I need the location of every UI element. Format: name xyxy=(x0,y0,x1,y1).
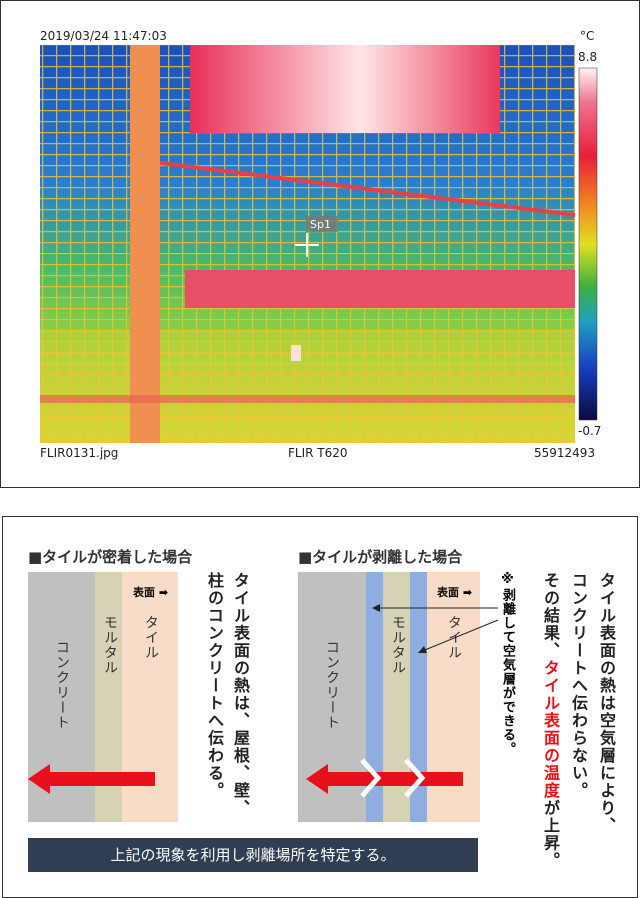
unit: °C xyxy=(580,29,595,43)
surface-label: 表面 ➡ xyxy=(133,586,169,599)
right-text-3: その結果、タイル表面の温度が上昇。 xyxy=(538,572,562,870)
diagram-overlay xyxy=(306,604,499,798)
concrete-label: コンクリート xyxy=(324,640,340,730)
mortar-label: モルタル xyxy=(390,615,406,675)
camera: FLIR T620 xyxy=(288,446,348,460)
tile-label: タイル xyxy=(143,615,159,660)
right-title: ■タイルが剥離した場合 xyxy=(298,548,463,566)
mortar-label: モルタル xyxy=(102,615,118,675)
right-text-1: タイル表面の熱は空気層により、 xyxy=(597,572,616,835)
air-layer xyxy=(410,572,427,822)
surface-text: 表面 xyxy=(437,586,459,599)
scale-max: 8.8 xyxy=(578,50,598,64)
air-layer xyxy=(366,572,383,822)
left-title: ■タイルが密着した場合 xyxy=(28,548,193,566)
left-text-2: 柱のコンクリートへ伝わる。 xyxy=(205,572,224,800)
surface-text: 表面 xyxy=(133,586,155,599)
footer-banner: 上記の現象を利用し剥離場所を特定する。 xyxy=(28,838,478,872)
left-text-1: タイル表面の熱は、屋根、壁、 xyxy=(231,572,250,817)
timestamp: 2019/03/24 11:47:03 xyxy=(40,29,167,43)
right-text-2: コンクリートへ伝わらない。 xyxy=(569,572,588,800)
heat-arrow xyxy=(28,764,155,794)
tile-label: タイル xyxy=(446,615,462,660)
note: ※剥離して空気層ができる。 xyxy=(500,572,515,756)
surface-label: 表面 ➡ xyxy=(437,586,473,599)
concrete-label: コンクリート xyxy=(54,640,70,730)
text: その結果、 xyxy=(541,572,560,660)
serial: 55912493 xyxy=(534,446,596,460)
highlight-text: タイル表面の温度 xyxy=(541,659,560,800)
thermal-image: Sp1 xyxy=(40,45,598,443)
text: が上昇。 xyxy=(541,799,560,870)
scale-min: -0.7 xyxy=(578,424,602,438)
filename: FLIR0131.jpg xyxy=(40,446,119,460)
spot-label: Sp1 xyxy=(310,218,331,231)
